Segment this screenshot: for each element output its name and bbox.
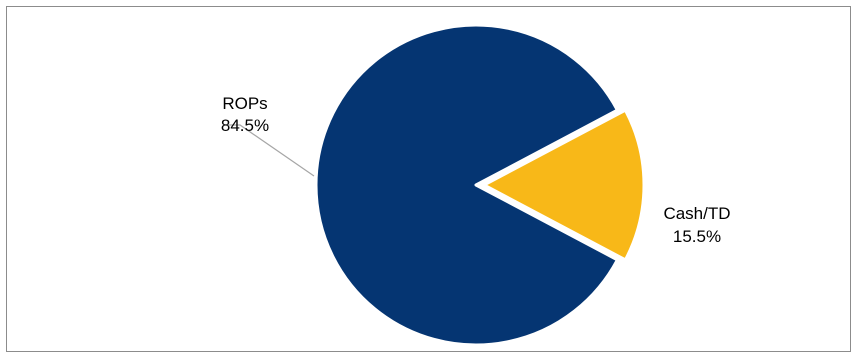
slice-value-rops: 84.5% <box>221 116 269 135</box>
pie-slice-cash-td <box>482 108 646 262</box>
rops-leader-line <box>228 124 315 177</box>
pie-slice-rops <box>314 23 619 347</box>
pie-slices <box>314 23 646 347</box>
slice-label-rops: ROPs <box>222 94 267 113</box>
slice-label-cash-td: Cash/TD <box>663 204 730 223</box>
slice-value-cash-td: 15.5% <box>673 227 721 246</box>
